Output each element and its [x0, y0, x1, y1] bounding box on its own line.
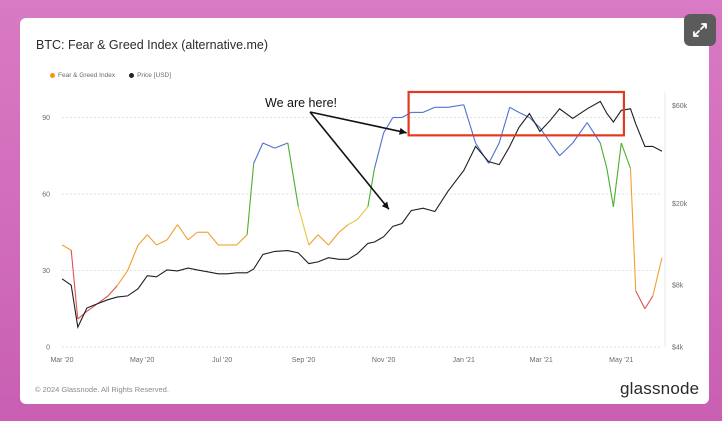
x-tick-label: Jul '20 — [212, 357, 232, 364]
fear-greed-line-segment — [586, 122, 601, 144]
fear-greed-line-segment — [644, 295, 654, 310]
fear-greed-line-segment — [612, 142, 622, 207]
fear-greed-line-segment — [401, 111, 412, 118]
legend-dot-price — [129, 73, 135, 78]
fear-greed-line-segment — [373, 132, 385, 169]
fear-greed-line-segment — [156, 239, 168, 246]
annotation-arrow — [309, 111, 407, 134]
fear-greed-line-segment — [338, 224, 349, 233]
fear-greed-line-segment — [356, 206, 369, 220]
fear-greed-line-segment — [107, 285, 118, 297]
fear-greed-line-segment — [177, 224, 189, 241]
fear-greed-line-segment — [488, 142, 500, 164]
fear-greed-line-segment — [317, 234, 329, 246]
fear-greed-line-segment — [61, 244, 72, 251]
fear-greed-line-segment — [236, 234, 248, 246]
fear-greed-line-segment — [383, 117, 394, 134]
copyright-footer: © 2024 Glassnode. All Rights Reserved. — [35, 385, 169, 394]
y-left-tick-label: 0 — [46, 345, 50, 352]
x-tick-label: May '21 — [609, 357, 633, 364]
y-left-tick-label: 30 — [42, 268, 50, 275]
expand-arrows-icon — [693, 23, 707, 37]
price-line — [61, 100, 663, 329]
annotation-arrowhead — [381, 201, 389, 210]
legend-item-price: Price [USD] — [129, 72, 171, 79]
fear-greed-line-segment — [297, 206, 310, 246]
fear-greed-line-segment — [463, 104, 477, 144]
fear-greed-line-segment — [77, 310, 88, 320]
fear-greed-line-segment — [447, 104, 464, 108]
fear-greed-line-segment — [127, 244, 139, 271]
x-tick-label: Jan '21 — [453, 357, 475, 364]
fear-greed-line-segment — [347, 219, 358, 226]
x-tick-label: Sep '20 — [292, 357, 316, 364]
annotation-arrow — [309, 111, 390, 210]
fear-greed-line-segment — [207, 231, 219, 246]
chart-legend: Fear & Greed Index Price [USD] — [50, 72, 171, 79]
y-right-tick-label: $60k — [672, 103, 688, 110]
annotation-arrowhead — [399, 127, 407, 135]
fear-greed-line-segment — [422, 106, 436, 113]
fear-greed-line-segment — [287, 142, 299, 207]
y-right-tick-label: $4k — [672, 345, 684, 352]
fear-greed-line-segment — [137, 234, 148, 246]
fear-greed-line-segment — [328, 231, 340, 246]
fear-greed-line-segment — [509, 106, 520, 113]
fear-greed-line-segment — [572, 122, 588, 144]
fear-greed-line-segment — [652, 257, 663, 297]
fear-greed-line-segment — [253, 142, 264, 164]
annotation-text: We are here! — [265, 96, 337, 110]
fear-greed-line-segment — [97, 295, 109, 305]
fear-greed-line-segment — [559, 142, 574, 157]
fear-greed-line-segment — [620, 142, 632, 169]
x-tick-label: Nov '20 — [372, 357, 396, 364]
legend-item-fng: Fear & Greed Index — [50, 72, 115, 79]
fear-greed-line-segment — [70, 250, 79, 320]
chart-title: BTC: Fear & Greed Index (alternative.me) — [36, 38, 269, 52]
highlight-box — [407, 90, 626, 137]
y-left-tick-label: 90 — [42, 115, 50, 122]
fear-greed-line-segment — [116, 270, 129, 287]
fear-greed-line-segment — [274, 142, 289, 149]
fear-greed-line-segment — [308, 234, 319, 246]
legend-label-price: Price [USD] — [137, 72, 172, 79]
y-right-tick-label: $8k — [672, 283, 684, 290]
fear-greed-line-segment — [146, 234, 157, 246]
fear-greed-line-segment — [187, 231, 198, 241]
fear-greed-line-segment — [629, 168, 637, 291]
fear-greed-line-segment — [262, 142, 275, 149]
legend-label-fng: Fear & Greed Index — [58, 72, 116, 79]
x-tick-label: Mar '21 — [530, 357, 553, 364]
fear-greed-line-segment — [549, 142, 561, 157]
fear-greed-line-segment — [246, 163, 255, 235]
fear-greed-line-segment — [635, 290, 646, 310]
expand-button[interactable] — [684, 14, 716, 46]
legend-dot-fng — [50, 73, 55, 78]
fear-greed-line-segment — [498, 107, 511, 144]
x-tick-label: May '20 — [130, 357, 154, 364]
fear-greed-line-segment — [599, 142, 608, 169]
x-tick-label: Mar '20 — [50, 357, 73, 364]
fear-greed-line-segment — [606, 168, 614, 207]
fear-greed-line-segment — [166, 224, 178, 241]
y-right-tick-label: $20k — [672, 201, 688, 208]
y-left-tick-label: 60 — [42, 192, 50, 199]
glassnode-logo: glassnode — [620, 379, 700, 398]
